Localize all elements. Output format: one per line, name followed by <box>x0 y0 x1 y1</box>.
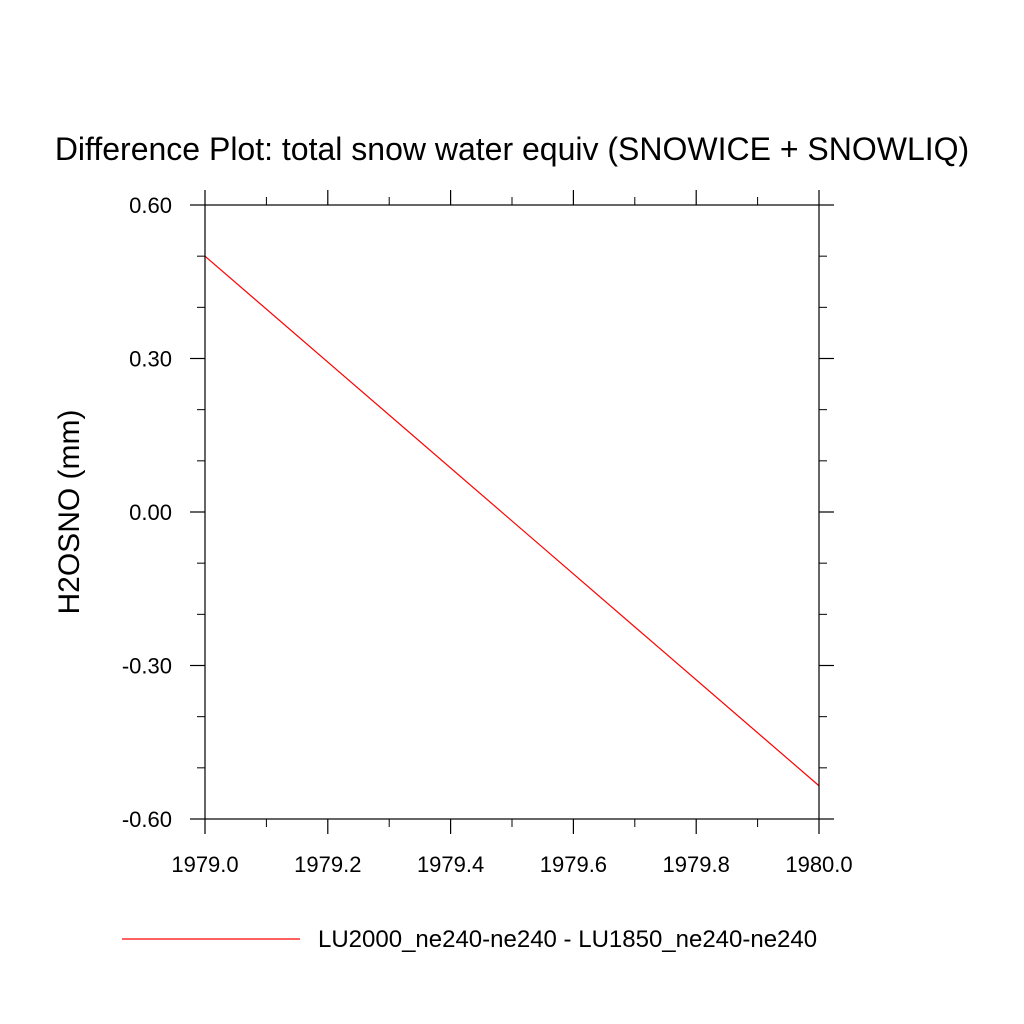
x-tick-label: 1979.0 <box>171 852 238 877</box>
series-line <box>204 255 820 787</box>
y-tick-label: 0.60 <box>129 193 172 218</box>
y-axis-label: H2OSNO (mm) <box>53 410 86 615</box>
x-tick-label: 1979.2 <box>294 852 361 877</box>
minor-ticks <box>197 197 827 827</box>
legend: LU2000_ne240-ne240 - LU1850_ne240-ne240 <box>122 926 817 953</box>
x-tick-label: 1979.4 <box>417 852 484 877</box>
y-tick-label: -0.60 <box>122 807 172 832</box>
x-tick-label: 1979.6 <box>540 852 607 877</box>
y-tick-label: -0.30 <box>122 654 172 679</box>
series-layer <box>204 255 820 787</box>
major-ticks <box>190 190 834 834</box>
x-tick-label: 1980.0 <box>785 852 852 877</box>
chart-title: Difference Plot: total snow water equiv … <box>55 131 969 167</box>
x-tick-label: 1979.8 <box>663 852 730 877</box>
y-tick-label: 0.00 <box>129 500 172 525</box>
tick-labels: 1979.0 1979.2 1979.4 1979.6 1979.8 1980.0 0.60… <box>122 193 853 877</box>
legend-entry-label: LU2000_ne240-ne240 - LU1850_ne240-ne240 <box>318 926 817 953</box>
plot-frame <box>204 204 820 820</box>
y-tick-label: 0.30 <box>129 347 172 372</box>
